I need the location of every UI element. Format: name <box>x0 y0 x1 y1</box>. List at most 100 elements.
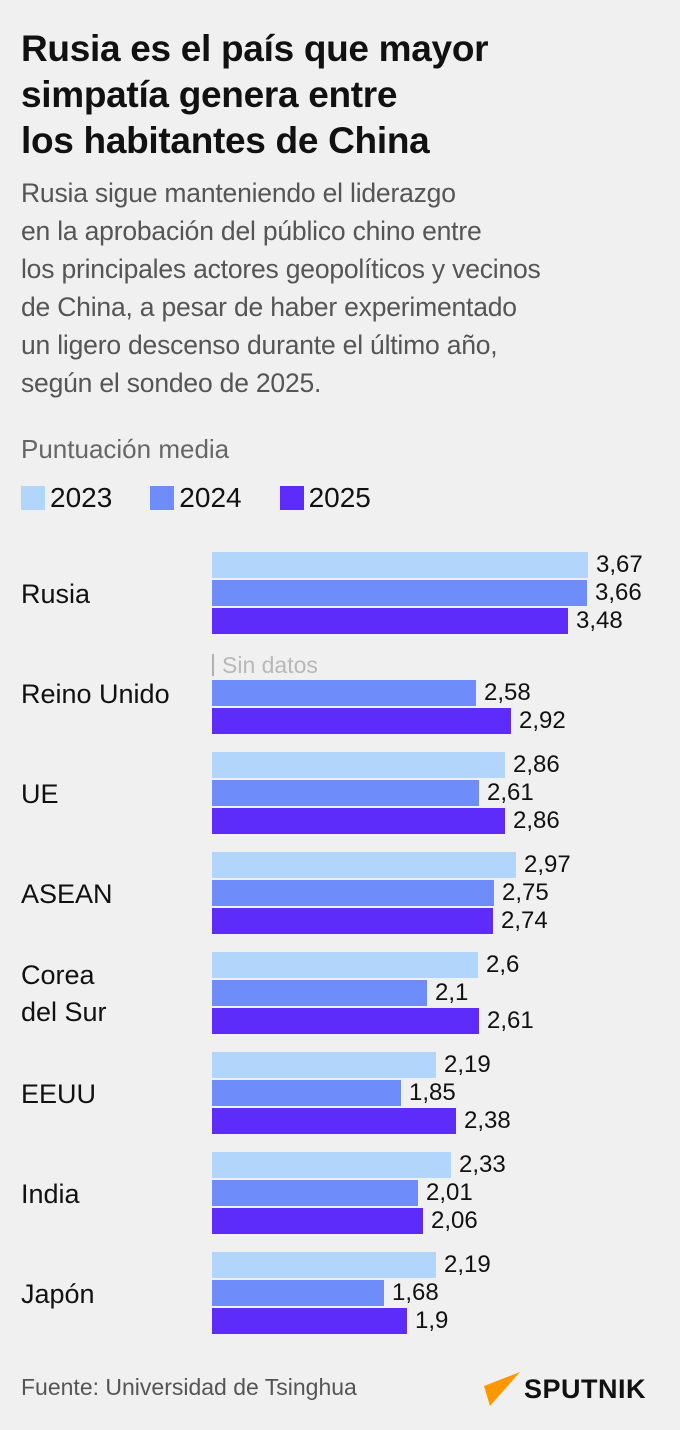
bar-2024 <box>212 580 587 606</box>
bar-row: 2,6 <box>212 951 520 978</box>
bar-2025 <box>212 808 505 834</box>
bar-2023 <box>212 952 478 978</box>
bar-value-label: 2,19 <box>444 1051 491 1078</box>
category-label: Japón <box>21 1278 95 1309</box>
bar-value-label: 2,06 <box>431 1207 478 1234</box>
bar-2024 <box>212 1080 401 1106</box>
bar-row: 3,66 <box>212 579 642 606</box>
bar-2024 <box>212 680 476 706</box>
bar-value-label: 1,9 <box>415 1307 449 1334</box>
legend-swatch <box>21 486 45 510</box>
bar-value-label: 2,61 <box>487 779 534 806</box>
subtitle-line: en la aprobación del público chino entre <box>21 216 482 246</box>
bar-value-label: 3,66 <box>595 579 642 606</box>
bar-group: ASEAN 2,97 2,75 2,74 <box>0 851 680 936</box>
bar-group: India 2,33 2,01 2,06 <box>0 1151 680 1236</box>
bar-row: 1,9 <box>212 1307 449 1334</box>
bar-group: EEUU 2,19 1,85 2,38 <box>0 1051 680 1136</box>
bar-row: 2,86 <box>212 807 560 834</box>
bar-row: 2,61 <box>212 779 534 806</box>
bar-row: 2,38 <box>212 1107 511 1134</box>
bar-row: 3,67 <box>212 551 643 578</box>
bar-group: Rusia 3,67 3,66 3,48 <box>0 551 680 636</box>
bar-2025 <box>212 1208 423 1234</box>
bar-2024 <box>212 780 479 806</box>
bar-value-label: 2,92 <box>519 707 566 734</box>
bar-row: 1,68 <box>212 1279 439 1306</box>
subtitle-line: de China, a pesar de haber experimentado <box>21 292 517 322</box>
bar-value-label: 1,85 <box>409 1079 456 1106</box>
category-label: EEUU <box>21 1078 97 1109</box>
bar-2023 <box>212 752 505 778</box>
sputnik-logo: SPUTNIK <box>482 1370 646 1408</box>
bar-2024 <box>212 980 427 1006</box>
bar-row: 2,58 <box>212 679 531 706</box>
bar-value-label: 2,38 <box>464 1107 511 1134</box>
category-label: UE <box>21 778 59 809</box>
page-title: Rusia es el país que mayor simpatía gene… <box>21 26 661 164</box>
bar-row: 2,01 <box>212 1179 473 1206</box>
bar-value-label: 2,75 <box>502 879 549 906</box>
bar-2025 <box>212 908 493 934</box>
bar-value-label: 2,97 <box>524 851 571 878</box>
bar-row: 2,92 <box>212 707 566 734</box>
measure-label: Puntuación media <box>21 434 230 464</box>
bar-2023 <box>212 1052 436 1078</box>
subtitle: Rusia sigue manteniendo el liderazgo en … <box>21 174 671 402</box>
bar-row: 2,33 <box>212 1151 506 1178</box>
bar-row: 1,85 <box>212 1079 456 1106</box>
subtitle-line: según el sondeo de 2025. <box>21 368 322 398</box>
bar-value-label: 2,33 <box>459 1151 506 1178</box>
category-label: Reino Unido <box>21 678 170 709</box>
bar-group: Reino Unido Sin datos 2,58 2,92 <box>0 652 680 736</box>
category-label: Corea del Sur <box>21 960 107 1027</box>
bar-2025 <box>212 1008 479 1034</box>
bar-2023 <box>212 552 588 578</box>
bar-value-label: 2,1 <box>435 979 469 1006</box>
bar-row: 3,48 <box>212 607 623 634</box>
subtitle-line: los principales actores geopolíticos y v… <box>21 254 541 284</box>
bar-group: Japón 2,19 1,68 1,9 <box>0 1251 680 1336</box>
legend-label: 2024 <box>179 482 242 513</box>
bar-value-label: 2,01 <box>426 1179 473 1206</box>
subtitle-line: Rusia sigue manteniendo el liderazgo <box>21 178 456 208</box>
bar-2024 <box>212 1180 418 1206</box>
bar-2025 <box>212 708 511 734</box>
legend-item-2023: 2023 <box>21 482 112 514</box>
bar-value-label: 3,48 <box>576 607 623 634</box>
legend: 2023 2024 2025 <box>21 482 409 514</box>
title-line: simpatía genera entre <box>21 74 398 115</box>
category-label: India <box>21 1178 80 1209</box>
bar-value-label: 2,74 <box>501 907 548 934</box>
bar-row: 2,1 <box>212 979 469 1006</box>
bar-row: 2,74 <box>212 907 548 934</box>
legend-label: 2025 <box>308 482 371 513</box>
bar-row: 2,19 <box>212 1051 491 1078</box>
source-note: Fuente: Universidad de Tsinghua <box>21 1374 357 1400</box>
bar-2025 <box>212 1308 407 1334</box>
bar-value-label: 2,61 <box>487 1007 534 1034</box>
bar-value-label: 2,58 <box>484 679 531 706</box>
no-data-marker: Sin datos <box>212 652 318 678</box>
legend-item-2025: 2025 <box>279 482 371 514</box>
bar-row: 2,19 <box>212 1251 491 1278</box>
legend-swatch <box>279 486 304 510</box>
bar-group: UE 2,86 2,61 2,86 <box>0 751 680 836</box>
bar-row: 2,61 <box>212 1007 534 1034</box>
logo-text: SPUTNIK <box>524 1373 647 1404</box>
bar-row: 2,86 <box>212 751 560 778</box>
subtitle-line: un ligero descenso durante el último año… <box>21 330 498 360</box>
bar-value-label: 2,86 <box>513 807 560 834</box>
sputnik-arrow-icon <box>484 1372 520 1406</box>
bar-value-label: 2,6 <box>486 951 520 978</box>
bar-2023 <box>212 1152 451 1178</box>
bar-2023 <box>212 1252 436 1278</box>
bar-value-label: 1,68 <box>392 1279 439 1306</box>
bar-2024 <box>212 1280 384 1306</box>
bar-2025 <box>212 608 568 634</box>
bar-value-label: 2,19 <box>444 1251 491 1278</box>
bar-2024 <box>212 880 494 906</box>
bar-2025 <box>212 1108 456 1134</box>
bar-group: Corea del Sur 2,6 2,1 2,61 <box>0 951 680 1036</box>
